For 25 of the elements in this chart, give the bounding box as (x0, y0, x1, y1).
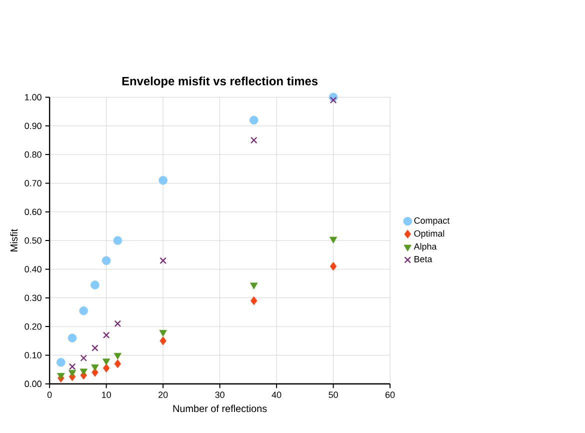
chart-title: Envelope misfit vs reflection times (122, 76, 318, 88)
x-tick-label: 20 (158, 391, 168, 398)
y-tick-label: 0.00 (24, 380, 42, 387)
x-tick-label: 40 (272, 391, 282, 398)
x-tick-label: 60 (386, 391, 395, 398)
y-tick-label: 1.00 (25, 94, 42, 100)
legend-label: Alpha (414, 242, 437, 252)
y-tick-label: 0.80 (24, 151, 42, 158)
x-tick-label: 50 (328, 391, 338, 398)
legend-label: Compact (414, 217, 450, 226)
y-tick-label: 0.90 (24, 122, 42, 129)
y-tick-label: 0.60 (24, 208, 42, 215)
x-tick-label: 30 (215, 391, 224, 398)
y-tick-label: 0.20 (24, 323, 42, 330)
legend-label: Beta (414, 256, 432, 262)
y-tick-label: 0.50 (24, 237, 42, 244)
y-tick-label: 0.10 (24, 352, 42, 358)
y-tick-label: 0.70 (24, 180, 42, 186)
x-tick-label: 0 (47, 391, 52, 398)
y-tick-label: 0.40 (24, 266, 42, 272)
x-axis-title: Number of reflections (173, 404, 267, 412)
x-tick-label: 10 (102, 391, 111, 398)
y-axis-title: Misfit (10, 228, 18, 252)
y-tick-label: 0.30 (24, 294, 42, 301)
legend-label: Optimal (414, 230, 444, 238)
